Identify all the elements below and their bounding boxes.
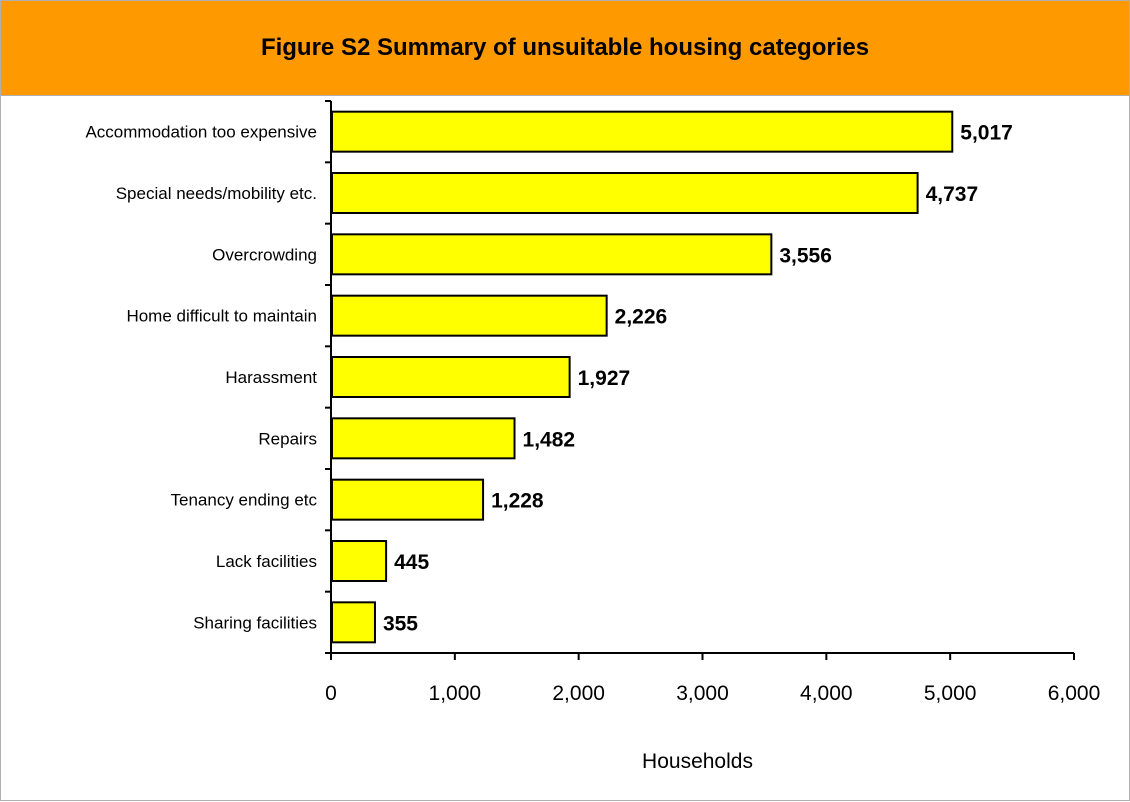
data-label: 355 [383,612,418,635]
data-label: 3,556 [779,244,832,267]
category-label: Lack facilities [216,552,317,571]
data-label: 2,226 [615,306,668,329]
category-label: Tenancy ending etc [171,491,318,510]
bar [331,478,485,521]
data-label: 1,228 [491,490,544,513]
category-label: Overcrowding [212,245,317,264]
bar [331,233,773,276]
data-label: 5,017 [960,122,1013,145]
data-label: 1,482 [523,428,576,451]
bar [331,110,954,153]
data-label: 445 [394,551,429,574]
category-label: Home difficult to maintain [126,307,317,326]
category-label: Repairs [258,429,317,448]
bar [331,294,608,337]
x-tick-label: 1,000 [429,682,482,705]
data-label: 4,737 [926,183,979,206]
bar [331,172,919,214]
x-tick-label: 4,000 [800,682,853,705]
x-tick-label: 5,000 [924,682,977,705]
bar [331,356,571,398]
x-tick-label: 6,000 [1048,682,1101,705]
x-tick-label: 2,000 [552,682,605,705]
x-tick-label: 3,000 [676,682,729,705]
x-axis-title: Households [642,750,753,773]
title-bar [0,0,1130,96]
category-label: Special needs/mobility etc. [116,184,317,203]
bar [331,417,516,460]
data-label: 1,927 [578,367,631,390]
category-label: Harassment [225,368,317,387]
category-label: Sharing facilities [193,613,317,632]
bar [331,540,388,582]
bar [331,601,376,644]
x-tick-label: 0 [325,682,337,705]
chart-title: Figure S2 Summary of unsuitable housing … [260,34,870,61]
category-label: Accommodation too expensive [85,123,317,142]
